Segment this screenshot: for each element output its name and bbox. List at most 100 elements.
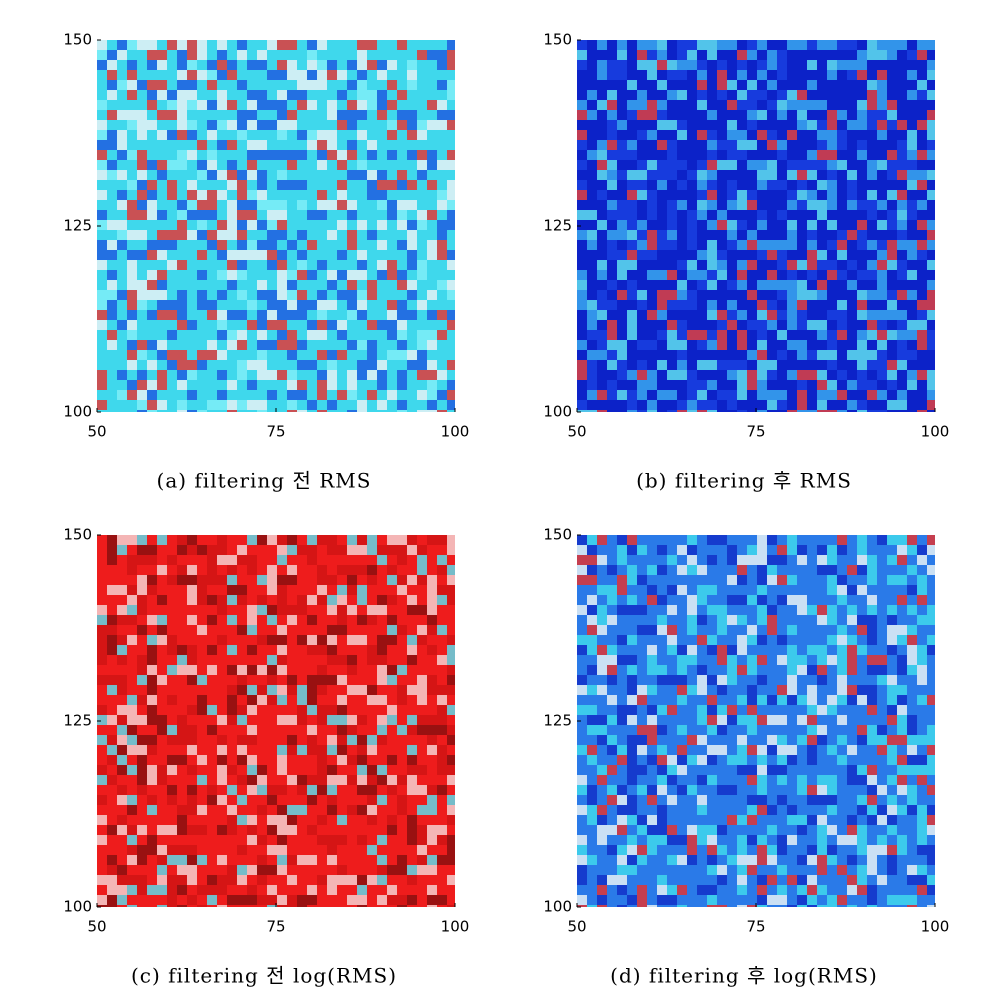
heatmap-texture [847,280,857,290]
heatmap-texture [877,785,887,795]
heatmap-texture [357,835,367,845]
heatmap-texture [417,675,427,685]
heatmap-texture [687,380,697,390]
heatmap-texture [157,885,167,895]
heatmap-texture [887,615,897,625]
heatmap-texture [907,210,917,220]
heatmap-texture [607,140,617,150]
heatmap-texture [647,340,657,350]
heatmap-texture [167,360,177,370]
heatmap-texture [117,705,127,715]
heatmap-texture [247,190,257,200]
heatmap-texture [357,60,367,70]
heatmap-texture [827,380,837,390]
heatmap-texture [277,665,287,675]
heatmap-texture [397,170,407,180]
heatmap-texture [297,855,307,865]
heatmap-texture [587,535,597,545]
heatmap-texture [837,310,847,320]
heatmap-texture [347,735,357,745]
heatmap-texture [427,410,437,412]
heatmap-texture [617,905,627,907]
heatmap-texture [207,130,217,140]
heatmap-texture [617,270,627,280]
heatmap-texture [697,170,707,180]
caption: (d) filtering 후 log(RMS) [610,964,878,988]
heatmap-texture [287,400,297,410]
heatmap-texture [687,260,697,270]
heatmap-texture [677,340,687,350]
heatmap-texture [367,795,377,805]
heatmap-texture [577,180,587,190]
heatmap-texture [867,200,877,210]
heatmap-texture [827,340,837,350]
heatmap-texture [237,585,247,595]
heatmap-texture [177,400,187,410]
heatmap-texture [157,625,167,635]
heatmap-texture [337,595,347,605]
heatmap-texture [737,200,747,210]
heatmap-texture [917,775,927,785]
heatmap-texture [927,615,935,625]
heatmap-texture [187,895,197,905]
heatmap-texture [787,220,797,230]
heatmap-texture [677,40,687,50]
heatmap-texture [157,290,167,300]
heatmap-texture [767,130,777,140]
heatmap-texture [187,360,197,370]
heatmap-texture [857,240,867,250]
heatmap-texture [747,120,757,130]
heatmap-texture [177,300,187,310]
heatmap-texture [417,865,427,875]
heatmap-texture [727,575,737,585]
heatmap-texture [617,805,627,815]
heatmap-texture [127,380,137,390]
heatmap-texture [587,595,597,605]
heatmap-texture [367,845,377,855]
heatmap-texture [847,350,857,360]
heatmap-texture [787,655,797,665]
heatmap-texture [277,895,287,905]
heatmap-texture [927,150,935,160]
heatmap-texture [127,260,137,270]
heatmap-texture [707,895,717,905]
heatmap-texture [927,645,935,655]
heatmap-texture [617,350,627,360]
heatmap-texture [587,330,597,340]
heatmap-texture [597,260,607,270]
heatmap-texture [397,370,407,380]
heatmap-texture [637,695,647,705]
heatmap-texture [167,725,177,735]
heatmap-texture [627,855,637,865]
heatmap-texture [247,755,257,765]
heatmap-texture [177,575,187,585]
heatmap-texture [287,60,297,70]
heatmap-texture [107,280,117,290]
heatmap-texture [687,230,697,240]
heatmap-texture [777,50,787,60]
heatmap-texture [377,715,387,725]
heatmap-texture [157,340,167,350]
heatmap-texture [637,765,647,775]
heatmap-texture [707,825,717,835]
heatmap-texture [627,190,637,200]
heatmap-texture [327,775,337,785]
heatmap-texture [277,685,287,695]
heatmap-texture [757,615,767,625]
heatmap-texture [287,675,297,685]
heatmap-texture [857,735,867,745]
heatmap-texture [627,845,637,855]
heatmap-texture [137,340,147,350]
heatmap-texture [407,280,417,290]
heatmap-texture [907,350,917,360]
heatmap-texture [917,120,927,130]
heatmap-texture [377,895,387,905]
heatmap-texture [207,100,217,110]
heatmap-texture [907,170,917,180]
heatmap-texture [627,210,637,220]
heatmap-texture [827,360,837,370]
heatmap-texture [597,905,607,907]
heatmap-texture [217,90,227,100]
heatmap-texture [237,675,247,685]
heatmap-texture [287,340,297,350]
